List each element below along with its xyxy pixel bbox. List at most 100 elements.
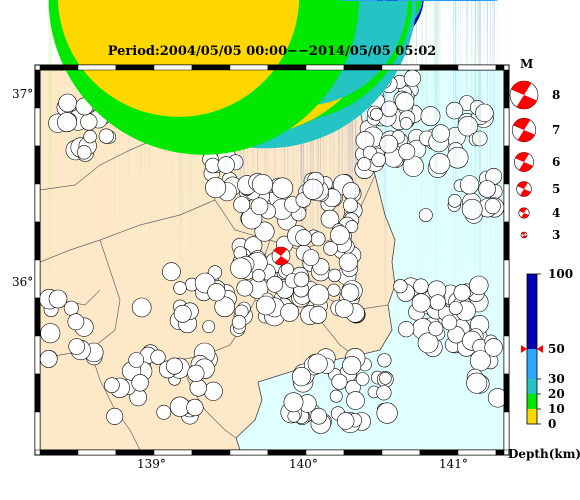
earthquake-marker <box>342 0 439 354</box>
earthquake-marker <box>214 0 307 318</box>
earthquake-marker <box>262 0 358 272</box>
earthquake-marker <box>110 0 464 120</box>
earthquake-marker <box>159 0 387 168</box>
earthquake-marker <box>144 0 399 154</box>
earthquake-marker <box>308 0 354 319</box>
earthquake-marker <box>397 0 508 408</box>
earthquake-marker <box>360 0 491 372</box>
earthquake-marker <box>283 0 403 413</box>
magnitude-legend-symbol <box>516 181 532 197</box>
magnitude-legend-symbol <box>518 207 530 219</box>
earthquake-marker <box>200 0 462 208</box>
earthquake-marker <box>206 0 501 215</box>
lat-label-36: 36° <box>12 275 33 289</box>
earthquake-marker <box>248 0 338 256</box>
earthquake-marker <box>112 0 494 123</box>
earthquake-marker <box>164 0 372 172</box>
earthquake-marker <box>133 0 450 143</box>
magnitude-legend-header: M <box>520 57 533 71</box>
depth-marker-right <box>537 345 543 353</box>
magnitude-legend-label: 7 <box>552 123 560 137</box>
earthquake-marker <box>209 0 483 220</box>
earthquake-marker <box>280 0 313 322</box>
earthquake-marker <box>310 0 417 425</box>
magnitude-legend-symbol <box>520 231 528 239</box>
earthquake-marker <box>48 0 300 309</box>
earthquake-marker <box>285 0 489 296</box>
lat-label-37: 37° <box>12 87 33 101</box>
magnitude-legend-symbol <box>511 117 537 143</box>
earthquake-marker <box>308 0 463 315</box>
earthquake-marker <box>355 0 380 386</box>
earthquake-marker <box>302 0 446 311</box>
earthquake-marker <box>204 0 251 214</box>
depth-band <box>527 274 537 349</box>
depth-band <box>527 379 537 394</box>
earthquake-marker <box>329 0 415 338</box>
earthquake-marker <box>114 0 383 121</box>
magnitude-legend-label: 4 <box>552 206 560 220</box>
earthquake-marker <box>230 0 269 279</box>
earthquake-marker <box>383 0 488 394</box>
depth-unit-label: Depth(km) <box>508 447 580 461</box>
earthquake-marker <box>189 0 324 200</box>
earthquake-marker <box>83 0 137 144</box>
earthquake-marker <box>289 0 447 300</box>
earthquake-marker <box>331 0 382 390</box>
depth-marker-left <box>521 345 527 353</box>
magnitude-legend-label: 6 <box>552 155 560 169</box>
earthquake-marker <box>237 0 312 246</box>
earthquake-marker <box>257 0 320 267</box>
map-title: Period:2004/05/05 00:00−−2014/05/05 05:0… <box>107 44 437 59</box>
earthquake-marker <box>328 0 444 337</box>
magnitude-legend-symbol <box>514 152 534 172</box>
magnitude-legend-symbol <box>509 80 539 110</box>
earthquake-marker <box>215 0 433 222</box>
earthquake-marker <box>292 0 471 302</box>
earthquake-marker <box>189 0 496 198</box>
earthquake-marker <box>116 0 441 127</box>
earthquake-marker <box>376 0 414 424</box>
earthquake-marker <box>337 0 422 430</box>
earthquake-marker <box>286 0 408 294</box>
depth-band <box>527 394 537 409</box>
depth-tick-label: 100 <box>548 267 573 281</box>
earthquake-marker <box>346 0 401 410</box>
earthquake-marker <box>376 0 393 401</box>
earthquake-marker <box>184 0 273 196</box>
depth-tick-label: 20 <box>548 387 565 401</box>
earthquake-marker <box>266 0 285 293</box>
earthquake-marker <box>151 0 416 161</box>
earthquake-marker <box>187 0 227 199</box>
lon-label-139: 139° <box>137 457 166 471</box>
earthquake-marker <box>205 0 358 213</box>
earthquake-marker <box>98 0 137 144</box>
earthquake-marker <box>347 0 503 357</box>
earthquake-marker <box>256 0 306 316</box>
depth-tick-label: 0 <box>548 417 556 431</box>
depth-tick-label: 10 <box>548 402 565 416</box>
lon-label-140: 140° <box>289 457 318 471</box>
depth-band <box>527 349 537 379</box>
magnitude-legend: 8 7 6 5 4 3 <box>509 80 560 242</box>
magnitude-legend-label: 5 <box>552 182 560 196</box>
earthquake-marker <box>322 0 458 331</box>
earthquake-marker <box>294 0 330 306</box>
magnitude-legend-label: 3 <box>552 228 560 242</box>
earthquake-marker <box>231 0 275 242</box>
earthquake-markers <box>39 0 508 434</box>
earthquake-marker <box>342 0 366 375</box>
earthquake-marker <box>252 0 276 283</box>
earthquake-marker <box>138 0 488 147</box>
map-border <box>34 64 510 456</box>
magnitude-legend-label: 8 <box>552 88 560 102</box>
earthquake-marker <box>236 0 289 297</box>
earthquake-marker <box>163 0 451 175</box>
earthquake-marker-main <box>271 246 291 266</box>
earthquake-marker <box>207 0 293 302</box>
depth-band <box>527 409 537 424</box>
earthquake-marker <box>291 0 377 387</box>
earthquake-marker <box>126 0 478 137</box>
